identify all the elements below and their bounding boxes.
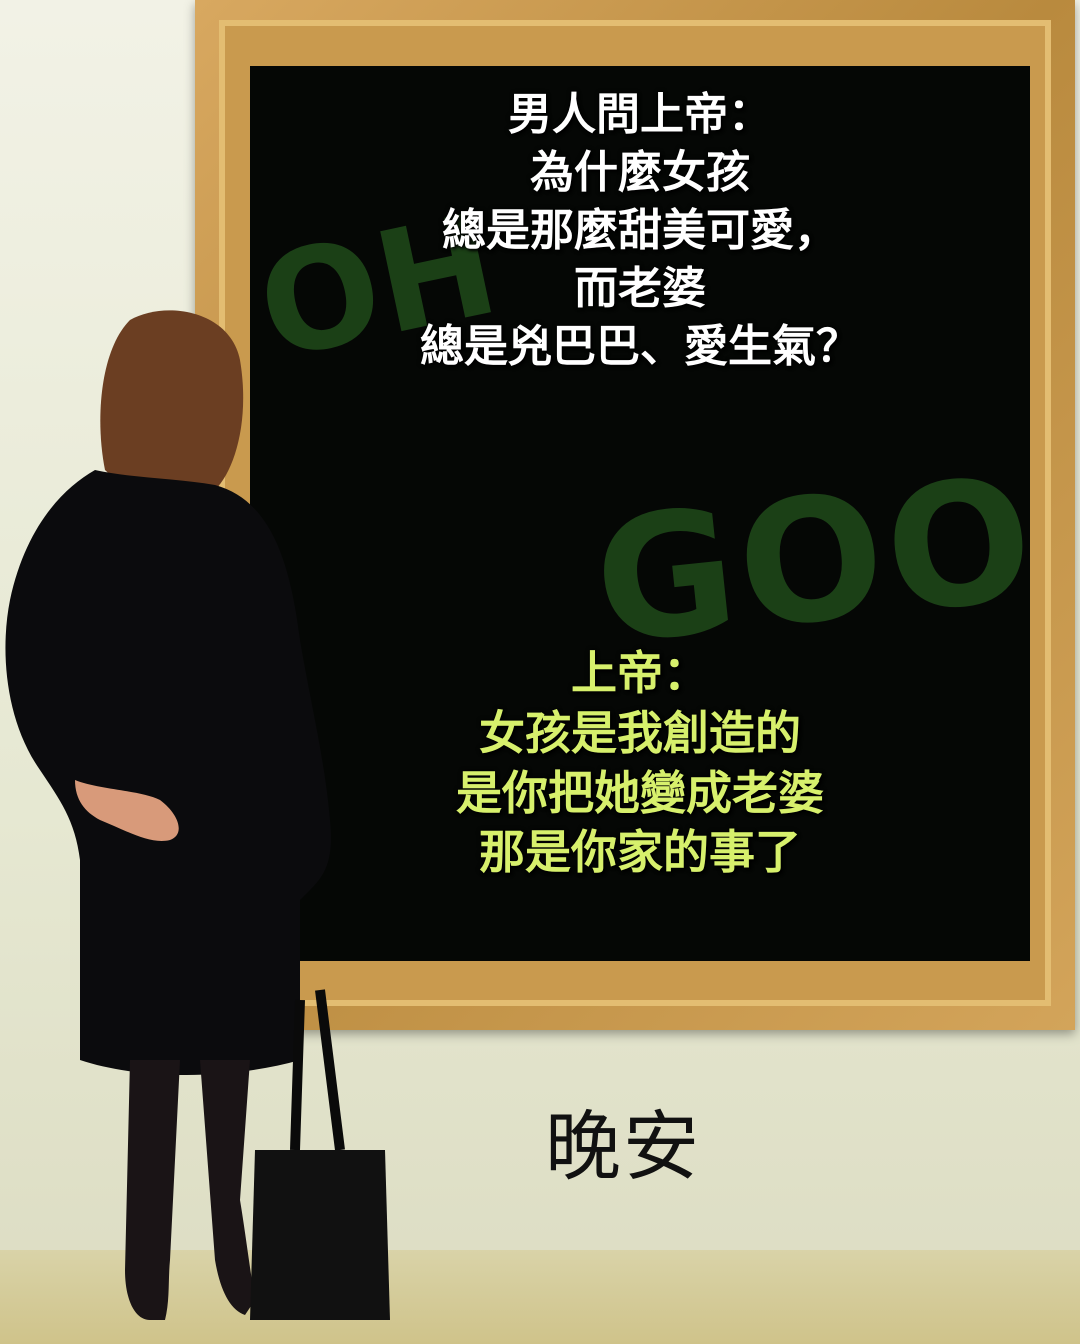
woman-legs [125,1060,180,1320]
answer-text: 上帝： 女孩是我創造的 是你把她變成老婆 那是你家的事了 [250,644,1030,883]
woman-hair [100,310,244,495]
answer-line: 是你把她變成老婆 [456,765,824,820]
question-line: 而老婆 [574,263,706,315]
question-line: 總是兇巴巴、愛生氣？ [420,321,860,373]
woman-coat [5,470,331,1075]
question-line: 男人問上帝： [508,89,772,140]
tote-bag [250,1150,390,1320]
woman-hand [75,780,179,841]
question-line: 為什麼女孩 [530,147,750,199]
chalkboard-painting: OH GOOS 男人問上帝： 為什麼女孩 總是那麼甜美可愛， 而老婆 總是兇巴巴… [250,66,1030,961]
question-text: 男人問上帝： 為什麼女孩 總是那麼甜美可愛， 而老婆 總是兇巴巴、愛生氣？ [250,86,1030,376]
woman-viewer-figure [5,310,390,1320]
bag-strap [290,989,345,1151]
answer-line: 女孩是我創造的 [479,705,801,760]
gallery-floor [0,1250,1080,1344]
question-line: 總是那麼甜美可愛， [442,205,838,257]
goodnight-caption: 晚安 [545,1102,701,1191]
answer-line: 上帝： [571,646,709,700]
answer-line: 那是你家的事了 [479,825,801,880]
